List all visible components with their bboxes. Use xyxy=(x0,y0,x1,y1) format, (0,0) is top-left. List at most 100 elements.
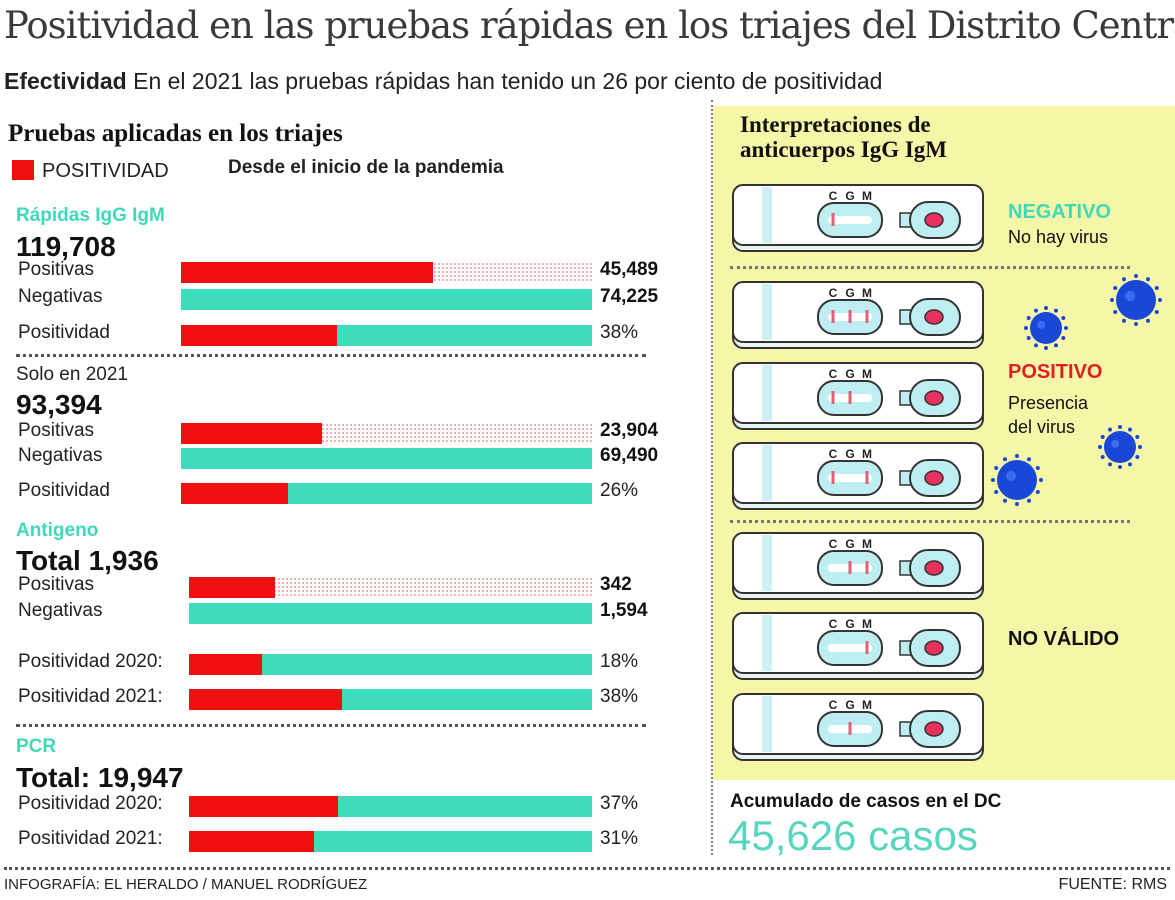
sample-dot xyxy=(924,470,944,486)
count-label: Positivas xyxy=(18,259,95,280)
negative-title: NEGATIVO xyxy=(1008,201,1111,223)
positivity-value: 38% xyxy=(600,686,639,707)
positivity-value: 38% xyxy=(600,322,639,343)
virus-spike xyxy=(1146,318,1150,323)
cases-value: 45,626 casos xyxy=(728,812,978,859)
strip-band xyxy=(762,365,772,421)
virus-spike xyxy=(994,466,999,470)
virus-spike xyxy=(1034,308,1038,313)
result-line-G xyxy=(848,561,852,574)
positivity-label: Positividad xyxy=(18,480,110,501)
strip-letter: M xyxy=(862,447,872,461)
strip-letter: C xyxy=(829,698,838,712)
virus-spike xyxy=(1003,457,1007,462)
since-label: Desde el inicio de la pandemia xyxy=(228,157,504,178)
virus-spike xyxy=(1054,308,1058,313)
result-line-G xyxy=(848,391,852,404)
virus-spike xyxy=(1061,336,1066,340)
virus-spike xyxy=(1122,277,1126,282)
window-highlight xyxy=(828,474,872,482)
virus-spike xyxy=(1113,286,1118,290)
strip-letter: G xyxy=(845,286,854,300)
positivity-label: Positividad 2020: xyxy=(18,793,163,814)
virus-spike xyxy=(1026,316,1031,320)
count-label: Negativas xyxy=(18,286,103,307)
virus-spike xyxy=(1134,322,1138,326)
virus-spike xyxy=(1154,310,1159,314)
strip-letter: C xyxy=(829,447,838,461)
positivity-bar-positive xyxy=(189,831,314,852)
virus-spike xyxy=(1154,286,1159,290)
positivity-bar-positive xyxy=(189,796,339,817)
strip-letter: M xyxy=(862,537,872,551)
virus-spike xyxy=(1134,274,1138,278)
sample-dot xyxy=(924,640,944,656)
subtitle: Efectividad En el 2021 las pruebas rápid… xyxy=(4,68,882,95)
legend-swatch xyxy=(12,160,34,180)
virus-spike xyxy=(1100,435,1105,439)
positivity-value: 18% xyxy=(600,651,639,672)
page-title: Positividad en las pruebas rápidas en lo… xyxy=(4,4,1175,47)
window-highlight xyxy=(828,216,872,224)
virus-icon xyxy=(1116,280,1156,320)
virus-spike xyxy=(1003,498,1007,503)
positivity-value: 31% xyxy=(600,828,639,849)
positivity-bar-positive xyxy=(189,689,343,710)
cases-label: Acumulado de casos en el DC xyxy=(730,791,1002,812)
virus-spike xyxy=(1027,498,1031,503)
strip-letter: G xyxy=(845,698,854,712)
footer-divider xyxy=(4,867,1170,870)
strip-letter: G xyxy=(845,617,854,631)
negative-count-bar xyxy=(181,448,592,469)
result-line-G xyxy=(848,310,852,323)
virus-spike xyxy=(1054,343,1058,348)
virus-spike xyxy=(1135,455,1140,459)
result-line-C xyxy=(831,471,835,484)
virus-spike xyxy=(1146,277,1150,282)
virus-detail xyxy=(1111,439,1120,448)
count-label: Positivas xyxy=(18,420,95,441)
virus-spike xyxy=(1039,478,1043,482)
strip-letter: C xyxy=(829,367,838,381)
positive-desc-2: del virus xyxy=(1008,417,1076,437)
negative-count-bar xyxy=(181,289,592,310)
strip-letter: M xyxy=(862,189,872,203)
panel-heading-line1: Interpretaciones de xyxy=(740,112,931,137)
virus-spike xyxy=(994,490,999,494)
virus-detail xyxy=(1125,291,1135,301)
window-highlight xyxy=(828,644,872,652)
virus-spike xyxy=(1098,445,1102,449)
strip-band xyxy=(762,696,772,752)
strip-letter: G xyxy=(845,447,854,461)
section-divider xyxy=(16,354,646,357)
panel-divider xyxy=(730,520,1130,523)
source: FUENTE: RMS xyxy=(1058,876,1167,893)
sample-dot xyxy=(924,390,944,406)
virus-spike xyxy=(1061,316,1066,320)
virus-spike xyxy=(1044,346,1048,350)
virus-spike xyxy=(1100,455,1105,459)
virus-icon xyxy=(997,460,1037,500)
sample-dot xyxy=(924,560,944,576)
result-line-G xyxy=(848,722,852,735)
left-heading: Pruebas aplicadas en los triajes xyxy=(8,120,343,147)
result-line-M xyxy=(865,641,869,654)
section-total: 93,394 xyxy=(16,389,102,420)
virus-spike xyxy=(1158,298,1162,302)
strip-letter: C xyxy=(829,286,838,300)
virus-spike xyxy=(991,478,995,482)
column-divider xyxy=(711,100,713,855)
strip-letter: C xyxy=(829,537,838,551)
virus-spike xyxy=(1128,462,1132,467)
result-line-C xyxy=(831,310,835,323)
result-line-M xyxy=(865,471,869,484)
panel-heading: Interpretaciones de anticuerpos IgG IgM xyxy=(740,112,947,162)
invalid-title: NO VÁLIDO xyxy=(1008,628,1120,650)
virus-spike xyxy=(1064,326,1068,330)
credit: INFOGRAFÍA: EL HERALDO / MANUEL RODRÍGUE… xyxy=(4,876,368,893)
strip-band xyxy=(762,284,772,340)
section-label: PCR xyxy=(16,736,57,757)
strip-letter: C xyxy=(829,189,838,203)
section-label: Solo en 2021 xyxy=(16,364,128,385)
